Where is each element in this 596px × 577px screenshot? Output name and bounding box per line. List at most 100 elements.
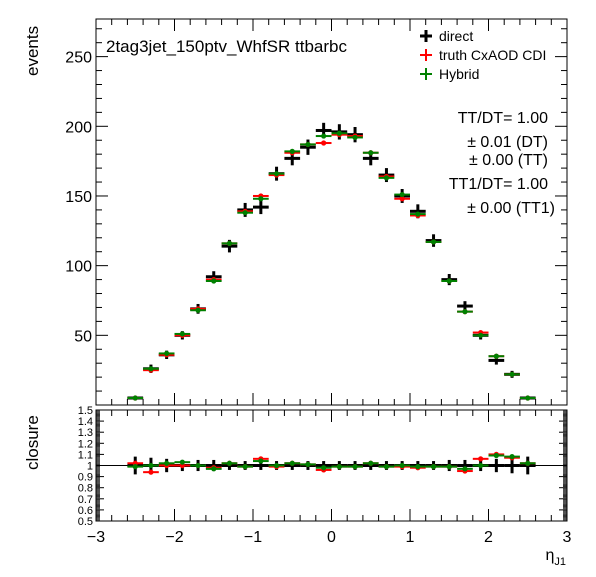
annotation-tt-error: ± 0.00 (TT) [469, 152, 548, 169]
main-marker [399, 191, 405, 198]
x-axis-label-subscript: J1 [554, 556, 566, 568]
legend-entry-truth: truth CxAOD CDI [420, 47, 546, 63]
x-tick-label: −1 [244, 529, 262, 546]
ratio-point-hybrid [268, 462, 285, 469]
main-marker [242, 210, 248, 216]
ratio-marker [415, 464, 421, 470]
legend-label-truth: truth CxAOD CDI [439, 47, 546, 63]
ratio-marker [383, 464, 390, 470]
ratio-y-axis-label: closure [23, 415, 42, 470]
main-point-hybrid [237, 210, 253, 216]
ratio-marker [493, 452, 499, 459]
ratio-y-tick-label: 1.1 [78, 449, 93, 461]
ratio-marker [258, 458, 264, 464]
ratio-point-direct [488, 458, 505, 473]
ratio-point-hybrid [457, 466, 473, 472]
ratio-point-hybrid [410, 464, 426, 470]
main-marker [336, 130, 342, 136]
x-tick-label: 0 [327, 529, 336, 546]
ratio-data-points [127, 451, 536, 475]
main-marker [446, 278, 452, 284]
ratio-marker [368, 460, 374, 466]
ratio-point-hybrid [378, 464, 395, 470]
ratio-point-hybrid [519, 460, 536, 466]
x-tick-labels: −3 −2 −1 0 1 2 3 [87, 529, 572, 546]
chart-title: 2tag3jet_150ptv_WhfSR ttbarbc [106, 37, 347, 56]
ratio-marker [226, 460, 233, 466]
ratio-y-tick-label: 0.9 [78, 472, 93, 484]
ratio-point-hybrid [394, 462, 410, 469]
ratio-point-hybrid [284, 460, 301, 466]
ratio-marker [321, 465, 327, 471]
ratio-marker [478, 462, 484, 469]
main-point-hybrid [425, 239, 442, 245]
main-y-tick-label: 100 [65, 259, 92, 276]
x-tick-label: −3 [87, 529, 105, 546]
annotation-tt1-dt: TT1/DT= 1.00 [449, 176, 548, 193]
ratio-point-hybrid [205, 466, 222, 472]
main-marker [509, 371, 515, 377]
main-point-hybrid [158, 350, 175, 357]
ratio-y-tick-label: 1.2 [78, 438, 93, 450]
main-data-points [127, 122, 536, 401]
main-marker [525, 395, 531, 401]
main-point-hybrid [190, 307, 206, 313]
main-point-hybrid [519, 395, 536, 401]
main-marker [321, 140, 327, 146]
ratio-marker [525, 460, 531, 466]
main-point-hybrid [143, 366, 159, 372]
main-point-hybrid [331, 130, 348, 136]
ratio-point-hybrid [127, 464, 144, 470]
main-point-hybrid [362, 150, 379, 156]
x-axis-label-symbol: η [545, 547, 554, 564]
ratio-marker [462, 466, 468, 472]
x-axis-label: ηJ1 [545, 547, 566, 568]
ratio-marker [509, 454, 515, 460]
main-y-axis-label: events [23, 26, 42, 76]
main-marker [383, 175, 390, 181]
main-point-hybrid [441, 278, 458, 284]
ratio-point-hybrid [488, 452, 505, 459]
main-marker [352, 134, 358, 141]
main-marker [258, 196, 264, 202]
ratio-point-hybrid [347, 464, 363, 470]
legend-label-hybrid: Hybrid [439, 66, 479, 82]
main-point-hybrid [284, 148, 301, 154]
main-marker [226, 240, 233, 246]
ratio-point-hybrid [300, 461, 316, 467]
main-marker [305, 141, 311, 148]
main-point-hybrid [127, 395, 144, 401]
ratio-marker [336, 464, 342, 470]
main-marker [493, 353, 499, 359]
ratio-point-hybrid [190, 462, 206, 469]
main-marker [321, 133, 327, 139]
legend-entry-direct: direct [420, 28, 473, 44]
ratio-point-hybrid [504, 454, 520, 460]
x-tick-label: 3 [563, 529, 572, 546]
annotation-tt1-error: ± 0.00 (TT1) [467, 200, 555, 217]
main-marker [211, 278, 217, 284]
main-marker [273, 171, 280, 177]
ratio-marker [148, 469, 154, 475]
main-axis-ticks: 50 100 150 200 250 [65, 19, 568, 405]
main-marker [195, 307, 201, 313]
ratio-point-hybrid [441, 464, 458, 470]
ratio-marker [132, 464, 138, 470]
main-y-tick-label: 150 [65, 189, 92, 206]
main-marker [478, 332, 484, 338]
main-y-tick-label: 200 [65, 119, 92, 136]
main-point-hybrid [315, 133, 332, 139]
ratio-point-hybrid [221, 460, 238, 466]
main-marker [430, 239, 437, 245]
legend-entry-hybrid: Hybrid [420, 66, 479, 82]
ratio-point-truth [472, 456, 489, 462]
main-marker [164, 350, 170, 357]
main-point-hybrid [504, 371, 520, 377]
ratio-point-hybrid [425, 464, 442, 470]
main-point-hybrid [174, 331, 191, 337]
ratio-y-tick-label: 0.6 [78, 505, 93, 517]
main-y-tick-label: 250 [65, 50, 92, 67]
main-point-hybrid [410, 211, 426, 217]
ratio-marker [211, 466, 217, 472]
